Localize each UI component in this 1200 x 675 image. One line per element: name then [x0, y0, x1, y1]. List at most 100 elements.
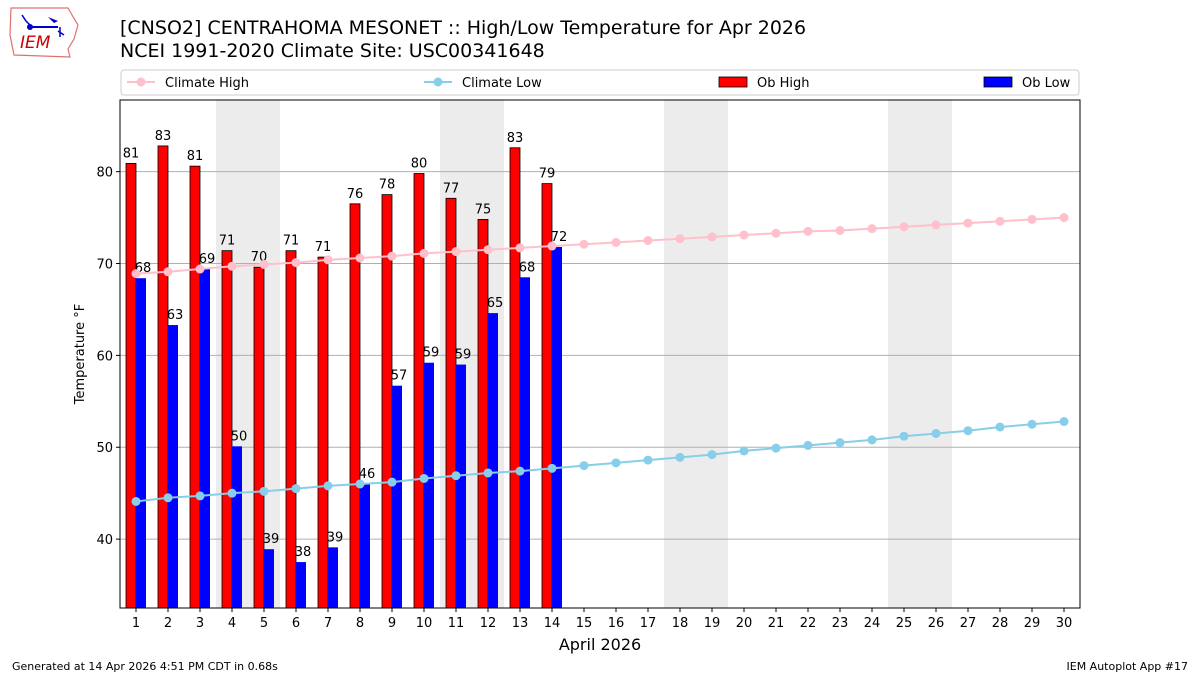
climate-low-point [355, 479, 365, 489]
ob-high-label: 71 [283, 234, 300, 249]
x-axis-label: April 2026 [559, 635, 641, 654]
ob-low-bar [264, 549, 274, 608]
ob-low-label: 57 [391, 369, 408, 384]
climate-high-point [131, 269, 141, 279]
ob-low-label: 69 [199, 252, 216, 267]
ob-low-bar [488, 313, 498, 608]
ob-low-bar [136, 278, 146, 608]
climate-high-point [291, 258, 301, 268]
x-tick-label: 22 [800, 616, 817, 631]
legend-ob-low-label: Ob Low [1022, 76, 1071, 91]
climate-low-point [1059, 417, 1069, 427]
ob-high-label: 81 [123, 146, 140, 161]
ob-high-label: 71 [219, 234, 236, 249]
climate-low-point [611, 458, 621, 468]
climate-high-point [899, 222, 909, 232]
x-tick-label: 16 [608, 616, 625, 631]
x-tick-label: 18 [672, 616, 689, 631]
x-tick-label: 5 [260, 616, 268, 631]
x-tick-label: 9 [388, 616, 396, 631]
legend-ob-low-swatch [983, 76, 1013, 88]
ob-low-bar [456, 364, 466, 608]
legend-climate-high-marker [136, 77, 146, 87]
climate-high-point [515, 243, 525, 253]
x-tick-label: 17 [640, 616, 657, 631]
ob-low-label: 59 [455, 348, 472, 363]
climate-low-point [547, 463, 557, 473]
climate-high-point [355, 253, 365, 263]
ob-low-bar [232, 446, 242, 608]
ob-high-bar [317, 256, 329, 609]
climate-low-point [163, 493, 173, 503]
climate-high-point [259, 259, 269, 269]
x-tick-label: 29 [1024, 616, 1041, 631]
climate-low-point [931, 428, 941, 438]
climate-high-point [867, 224, 877, 234]
climate-low-point [963, 426, 973, 436]
x-tick-label: 26 [928, 616, 945, 631]
ob-low-bar [328, 547, 338, 608]
x-tick-label: 8 [356, 616, 364, 631]
climate-low-point [131, 496, 141, 506]
ob-low-bar [392, 385, 402, 608]
legend [120, 69, 1080, 96]
climate-low-point [739, 446, 749, 456]
legend-ob-high-label: Ob High [757, 76, 810, 91]
x-tick-label: 15 [576, 616, 593, 631]
x-tick-label: 28 [992, 616, 1009, 631]
climate-low-point [387, 477, 397, 487]
climate-low-point [227, 488, 237, 498]
ob-high-label: 80 [411, 156, 428, 171]
climate-high-point [1059, 213, 1069, 223]
ob-high-bar [349, 203, 361, 609]
plot-frame [119, 99, 1081, 609]
climate-high-point [611, 237, 621, 247]
ob-high-label: 83 [155, 129, 172, 144]
x-tick-label: 21 [768, 616, 785, 631]
ob-high-label: 83 [507, 131, 524, 146]
ob-high-bar [413, 173, 425, 609]
climate-high-point [707, 232, 717, 242]
generated-timestamp: Generated at 14 Apr 2026 4:51 PM CDT in … [12, 660, 278, 673]
x-tick-label: 14 [544, 616, 561, 631]
climate-high-point [547, 241, 557, 251]
ob-low-label: 38 [295, 545, 312, 560]
climate-low-point [803, 440, 813, 450]
climate-high-point [739, 230, 749, 240]
x-tick-label: 10 [416, 616, 433, 631]
climate-high-point [803, 226, 813, 236]
x-tick-label: 2 [164, 616, 172, 631]
ob-low-bar [296, 562, 306, 608]
x-tick-label: 24 [864, 616, 881, 631]
x-tick-label: 20 [736, 616, 753, 631]
climate-low-point [899, 431, 909, 441]
x-tick-label: 4 [228, 616, 236, 631]
weekend-shading [888, 100, 920, 608]
climate-high-point [963, 218, 973, 228]
iem-logo: IEM [9, 7, 79, 58]
x-tick-label: 6 [292, 616, 300, 631]
x-tick-label: 25 [896, 616, 913, 631]
ob-high-label: 79 [539, 167, 556, 182]
climate-high-point [771, 228, 781, 238]
ob-low-label: 63 [167, 308, 184, 323]
climate-high-point [195, 264, 205, 274]
climate-low-point [1027, 419, 1037, 429]
chart-subtitle: NCEI 1991-2020 Climate Site: USC00341648 [120, 40, 545, 62]
climate-high-point [387, 251, 397, 261]
ob-low-label: 39 [263, 532, 280, 547]
climate-high-point [835, 225, 845, 235]
legend-climate-low-marker [433, 77, 443, 87]
climate-high-point [163, 267, 173, 277]
climate-high-point [323, 255, 333, 265]
y-tick-label: 70 [96, 258, 113, 273]
climate-high-point [451, 247, 461, 257]
app-label: IEM Autoplot App #17 [1066, 660, 1189, 673]
ob-high-label: 78 [379, 178, 396, 193]
legend-climate-low-label: Climate Low [462, 76, 542, 91]
x-tick-label: 30 [1056, 616, 1073, 631]
climate-low-point [323, 481, 333, 491]
ob-low-label: 46 [359, 467, 376, 482]
climate-low-point [259, 486, 269, 496]
